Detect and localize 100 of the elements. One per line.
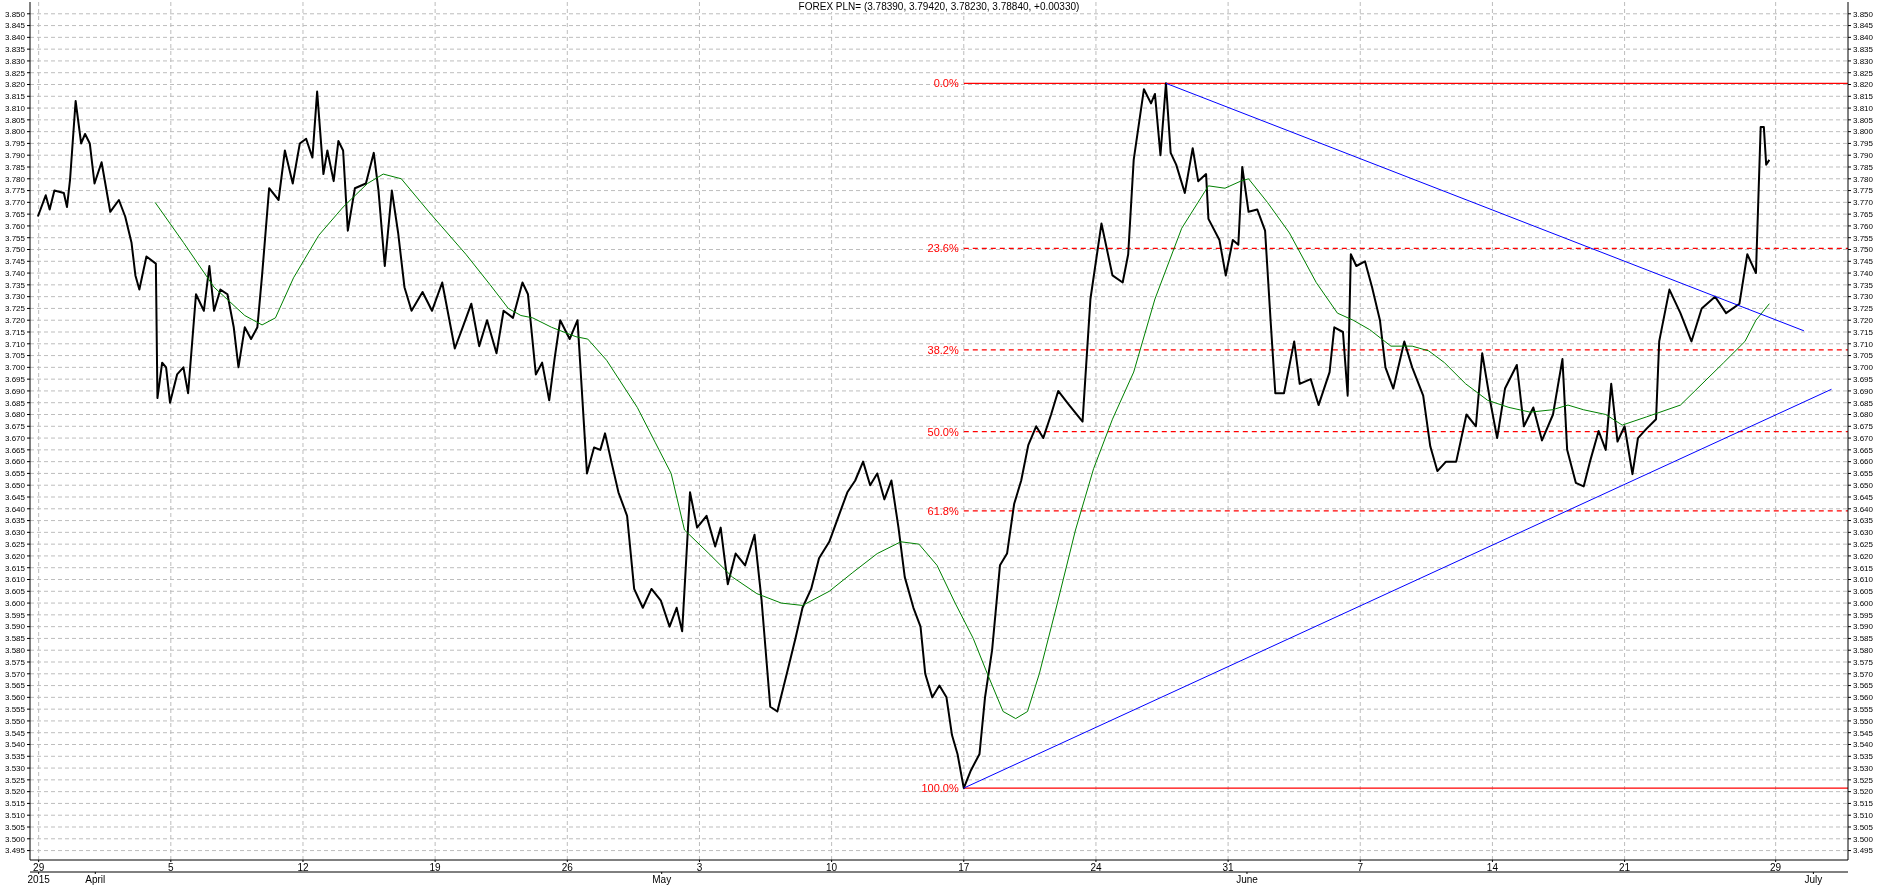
y-tick-label: 3.735: [4, 280, 26, 290]
x-tick-label: 29: [1770, 862, 1782, 874]
y2-tick-label: 3.785: [1853, 162, 1874, 172]
y2-tick-label: 3.520: [1853, 787, 1874, 797]
y2-tick-label: 3.725: [1853, 304, 1874, 314]
x-tick-label: 29: [33, 862, 45, 874]
y-tick-label: 3.625: [4, 539, 26, 549]
y2-tick-label: 3.670: [1853, 433, 1874, 443]
y2-tick-label: 3.650: [1853, 481, 1874, 491]
line-series: [154, 173, 1770, 720]
y2-tick-label: 3.555: [1853, 704, 1874, 714]
annotation: 50.0%: [927, 425, 959, 438]
y-tick-label: 3.620: [4, 551, 26, 561]
y2-tick-label: 3.640: [1853, 504, 1874, 514]
y2-tick-label: 3.500: [1853, 834, 1874, 844]
y2-tick-label: 3.735: [1853, 280, 1874, 290]
y2-tick-label: 3.590: [1853, 622, 1874, 632]
y2-tick-label: 3.695: [1853, 374, 1874, 384]
y-tick-label: 3.565: [4, 681, 26, 691]
y2-tick-label: 3.575: [1853, 657, 1874, 667]
y-tick-label: 3.605: [4, 587, 26, 597]
y-tick-label: 3.820: [4, 80, 26, 90]
y2-tick-label: 3.715: [1853, 327, 1874, 337]
y-tick-label: 3.645: [4, 492, 26, 502]
y2-tick-label: 3.505: [1853, 822, 1874, 832]
x2-tick-label: June: [1236, 874, 1259, 886]
y-tick-label: 3.580: [4, 646, 26, 656]
annotation: 100.0%: [921, 782, 959, 795]
y2-tick-label: 3.645: [1853, 492, 1874, 502]
y-tick-label: 3.590: [4, 622, 26, 632]
y-tick-label: 3.555: [4, 704, 26, 714]
y-tick-label: 3.840: [4, 33, 26, 43]
y-tick-label: 3.725: [4, 304, 26, 314]
y-tick-label: 3.750: [4, 245, 26, 255]
y2-tick-label: 3.760: [1853, 221, 1874, 231]
y2-tick-label: 3.820: [1853, 80, 1874, 90]
y-tick-label: 3.830: [4, 56, 26, 66]
y-tick-label: 3.685: [4, 398, 26, 408]
y2-tick-label: 3.635: [1853, 516, 1874, 526]
y-tick-label: 3.720: [4, 316, 26, 326]
y-tick-label: 3.655: [4, 469, 26, 479]
y2-tick-label: 3.710: [1853, 339, 1874, 349]
y-tick-label: 3.505: [4, 822, 26, 832]
y-tick-label: 3.650: [4, 481, 26, 491]
y2-tick-label: 3.790: [1853, 151, 1874, 161]
y-tick-label: 3.775: [4, 186, 26, 196]
y2-tick-label: 3.595: [1853, 610, 1874, 620]
y-tick-label: 3.770: [4, 198, 26, 208]
y2-tick-label: 3.570: [1853, 669, 1874, 679]
y-tick-label: 3.560: [4, 693, 26, 703]
x-tick-label: 19: [429, 862, 442, 874]
x2-tick-label: May: [652, 874, 672, 886]
x2-tick-label: 2015: [27, 874, 51, 886]
y-tick-label: 3.570: [4, 669, 26, 679]
y-tick-label: 3.520: [4, 787, 26, 797]
y-tick-label: 3.575: [4, 657, 26, 667]
y2-tick-label: 3.795: [1853, 139, 1874, 149]
x-tick-label: 5: [168, 862, 175, 874]
y-tick-label: 3.785: [4, 162, 26, 172]
y-tick-label: 3.815: [4, 92, 26, 102]
y-tick-label: 3.795: [4, 139, 26, 149]
y-tick-label: 3.535: [4, 752, 26, 762]
y2-tick-label: 3.510: [1853, 811, 1874, 821]
y2-tick-label: 3.765: [1853, 209, 1874, 219]
y2-tick-label: 3.515: [1853, 799, 1874, 809]
x-tick-label: 26: [561, 862, 574, 874]
x2-tick-label: April: [85, 874, 106, 886]
y-tick-label: 3.600: [4, 598, 26, 608]
y2-tick-label: 3.685: [1853, 398, 1874, 408]
x-tick-label: 7: [1357, 862, 1364, 874]
y2-tick-label: 3.775: [1853, 186, 1874, 196]
y2-tick-label: 3.730: [1853, 292, 1874, 302]
y-tick-label: 3.690: [4, 386, 26, 396]
annotation: 0.0%: [933, 77, 959, 90]
y-tick-label: 3.745: [4, 257, 26, 267]
y-tick-label: 3.700: [4, 363, 26, 373]
y-tick-label: 3.810: [4, 103, 26, 113]
y2-tick-label: 3.780: [1853, 174, 1874, 184]
y-tick-label: 3.640: [4, 504, 26, 514]
y-tick-label: 3.635: [4, 516, 26, 526]
y2-tick-label: 3.665: [1853, 445, 1874, 455]
y2-tick-label: 3.615: [1853, 563, 1874, 573]
y-tick-label: 3.670: [4, 433, 26, 443]
y2-tick-label: 3.660: [1853, 457, 1874, 467]
y2-tick-label: 3.805: [1853, 115, 1874, 125]
y-tick-label: 3.805: [4, 115, 26, 125]
y2-tick-label: 3.745: [1853, 257, 1874, 267]
y2-tick-label: 3.525: [1853, 775, 1874, 785]
y2-tick-label: 3.580: [1853, 646, 1874, 656]
y-tick-label: 3.595: [4, 610, 26, 620]
y-tick-label: 3.495: [4, 846, 26, 856]
annotation: 61.8%: [927, 504, 959, 517]
y-tick-label: 3.740: [4, 268, 26, 278]
y-tick-label: 3.550: [4, 716, 26, 726]
y2-tick-label: 3.815: [1853, 92, 1874, 102]
y2-tick-label: 3.530: [1853, 763, 1874, 773]
y2-tick-label: 3.600: [1853, 598, 1874, 608]
x-tick-label: 31: [1222, 862, 1235, 874]
y-tick-label: 3.845: [4, 21, 26, 31]
y2-tick-label: 3.560: [1853, 693, 1874, 703]
